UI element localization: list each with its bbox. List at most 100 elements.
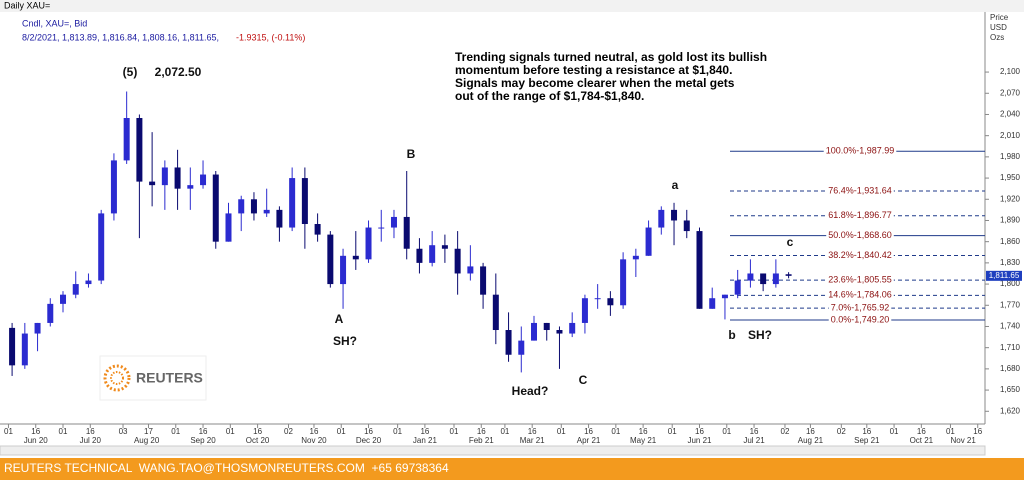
y-axis-title: USD	[990, 23, 1007, 32]
x-tick-label: 16	[31, 427, 40, 436]
annotation: Head?	[512, 384, 549, 398]
candle-body	[480, 266, 487, 295]
x-tick-label: 01	[337, 427, 346, 436]
x-tick-label: 03	[119, 427, 128, 436]
x-tick-label: 01	[171, 427, 180, 436]
last-price-box	[986, 270, 1022, 281]
y-tick-label: 1,620	[1000, 406, 1021, 415]
x-tick-label: 01	[722, 427, 731, 436]
x-tick-label: 16	[86, 427, 95, 436]
candle-body	[47, 303, 54, 323]
last-price-label: 1,811.65	[989, 271, 1020, 280]
x-tick-label: 02	[284, 427, 293, 436]
candle-body	[683, 220, 690, 232]
level-label-bg	[826, 229, 894, 240]
x-month-label: Jan 21	[413, 436, 438, 445]
candle-body	[136, 118, 143, 182]
level-label-bg	[826, 289, 894, 300]
candle-body	[225, 213, 232, 242]
candle-body	[569, 322, 576, 334]
level-label: 76.4%-1,931.64	[828, 185, 892, 195]
candle-body	[314, 224, 321, 235]
comment-line: out of the range of $1,784-$1,840.	[455, 89, 644, 103]
y-tick-label: 1,860	[1000, 237, 1021, 246]
candle-body	[734, 280, 741, 295]
y-tick-label: 2,070	[1000, 88, 1021, 97]
level-label: 50.0%-1,868.60	[828, 230, 892, 240]
level-label: 0.0%-1,749.20	[831, 314, 890, 324]
x-tick-label: 16	[862, 427, 871, 436]
x-month-label: Sep 21	[854, 436, 880, 445]
x-month-label: May 21	[630, 436, 657, 445]
y-tick-label: 1,920	[1000, 194, 1021, 203]
legend-study: Cndl, XAU=, Bid	[22, 18, 87, 28]
candle-body	[85, 280, 92, 285]
candle-body	[441, 245, 448, 249]
footer-text: REUTERS TECHNICAL WANG.TAO@THOSMONREUTER…	[4, 461, 449, 475]
y-axis-title: Price	[990, 13, 1009, 22]
candle-body	[161, 167, 168, 186]
candle-body	[123, 118, 130, 161]
candle-body	[632, 255, 639, 260]
y-tick-label: 1,890	[1000, 216, 1021, 225]
x-month-label: Nov 20	[301, 436, 327, 445]
x-month-label: Aug 21	[798, 436, 824, 445]
candle-body	[9, 327, 16, 366]
comment-line: Signals may become clearer when the meta…	[455, 76, 735, 90]
level-label: 61.8%-1,896.77	[828, 210, 892, 220]
x-tick-label: 16	[806, 427, 815, 436]
candle-body	[772, 273, 779, 285]
candle-body	[709, 298, 716, 309]
x-month-label: Apr 21	[577, 436, 601, 445]
x-tick-label: 16	[364, 427, 373, 436]
x-month-label: Feb 21	[469, 436, 494, 445]
candle-body	[276, 209, 283, 228]
x-tick-label: 01	[450, 427, 459, 436]
candle-body	[263, 209, 270, 214]
candle-body	[505, 330, 512, 355]
annotation: (5)	[123, 65, 138, 79]
annotation: A	[335, 312, 344, 326]
x-tick-label: 17	[144, 427, 153, 436]
annotation: SH?	[333, 334, 357, 348]
candle-body	[378, 227, 385, 229]
candle-body	[671, 209, 678, 221]
y-tick-label: 1,740	[1000, 322, 1021, 331]
footer-bar	[0, 458, 1024, 480]
annotation: 2,072.50	[155, 65, 202, 79]
candle-body	[365, 227, 372, 260]
x-tick-label: 01	[946, 427, 955, 436]
candle-body	[467, 266, 474, 274]
annotation: SH?	[748, 328, 772, 342]
annotation: a	[672, 178, 679, 192]
level-label: 38.2%-1,840.42	[828, 250, 892, 260]
x-tick-label: 16	[199, 427, 208, 436]
x-month-label: Dec 20	[356, 436, 382, 445]
candle-body	[34, 322, 41, 334]
annotation: B	[407, 147, 416, 161]
x-month-label: Jul 20	[80, 436, 102, 445]
candle-body	[429, 245, 436, 263]
level-label-bg	[826, 249, 894, 260]
y-tick-label: 1,800	[1000, 279, 1021, 288]
y-tick-label: 1,770	[1000, 300, 1021, 309]
y-tick-label: 1,650	[1000, 385, 1021, 394]
logo-mark	[103, 364, 131, 392]
annotation: b	[728, 328, 735, 342]
candle-body	[721, 294, 728, 299]
level-label: 100.0%-1,987.99	[826, 146, 895, 156]
level-label-bg	[826, 274, 894, 285]
x-month-label: Aug 20	[134, 436, 160, 445]
x-month-label: Mar 21	[520, 436, 545, 445]
logo-text: REUTERS	[136, 370, 203, 386]
y-tick-label: 1,950	[1000, 173, 1021, 182]
candle-body	[301, 178, 308, 225]
level-label-bg	[828, 314, 892, 325]
candle-body	[238, 199, 245, 214]
candle-body	[174, 167, 181, 189]
level-label-bg	[828, 302, 892, 313]
x-tick-label: 16	[750, 427, 759, 436]
x-tick-label: 01	[59, 427, 68, 436]
scrollbar	[0, 445, 986, 456]
